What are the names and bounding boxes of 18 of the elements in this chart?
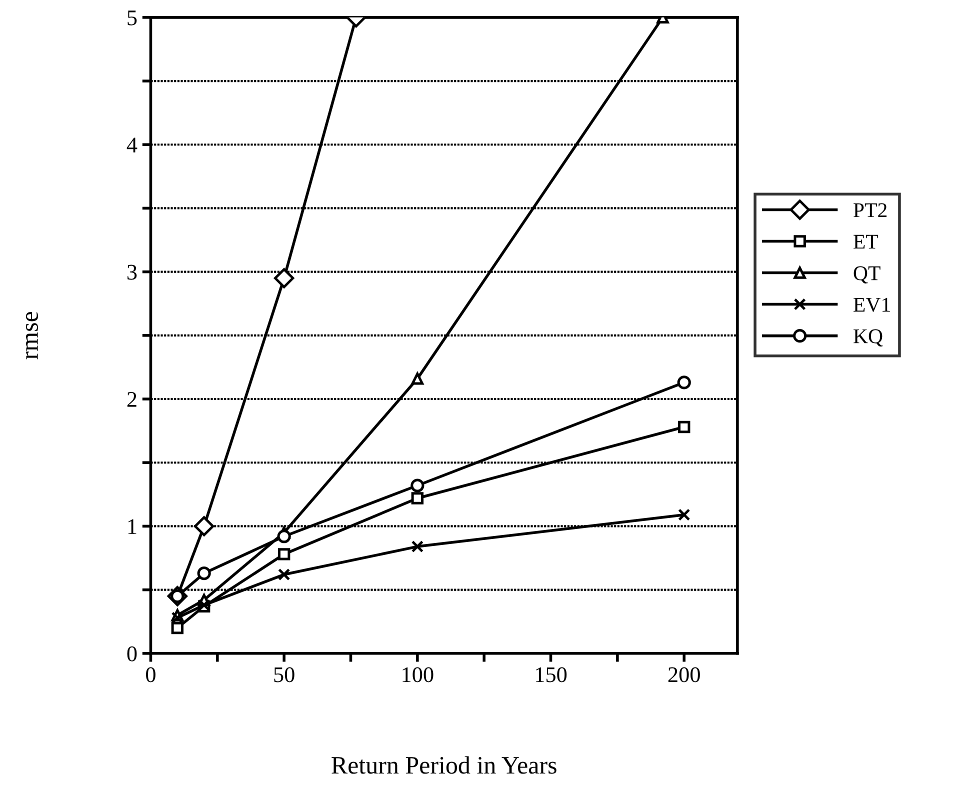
legend-label: ET [854, 234, 878, 249]
y-tick-label: 2 [127, 392, 136, 407]
x-axis-title: Return Period in Years [332, 756, 556, 774]
y-tick-label: 0 [127, 646, 137, 662]
x-tick-label: 200 [668, 667, 700, 682]
legend-label: EV1 [854, 298, 890, 312]
y-tick-label: 3 [127, 264, 137, 280]
x-tick-label: 50 [274, 667, 294, 682]
legend-label: KQ [854, 329, 883, 346]
y-tick-label: 5 [128, 10, 137, 26]
x-tick-label: 100 [402, 667, 434, 682]
x-tick-label: 0 [146, 667, 156, 682]
y-tick-label: 1 [128, 519, 136, 534]
legend-label: PT2 [854, 203, 887, 218]
legend-label: QT [854, 266, 880, 284]
x-tick-label: 150 [536, 667, 567, 682]
y-tick-label: 4 [126, 138, 138, 152]
y-axis-title: rmse [26, 312, 38, 360]
